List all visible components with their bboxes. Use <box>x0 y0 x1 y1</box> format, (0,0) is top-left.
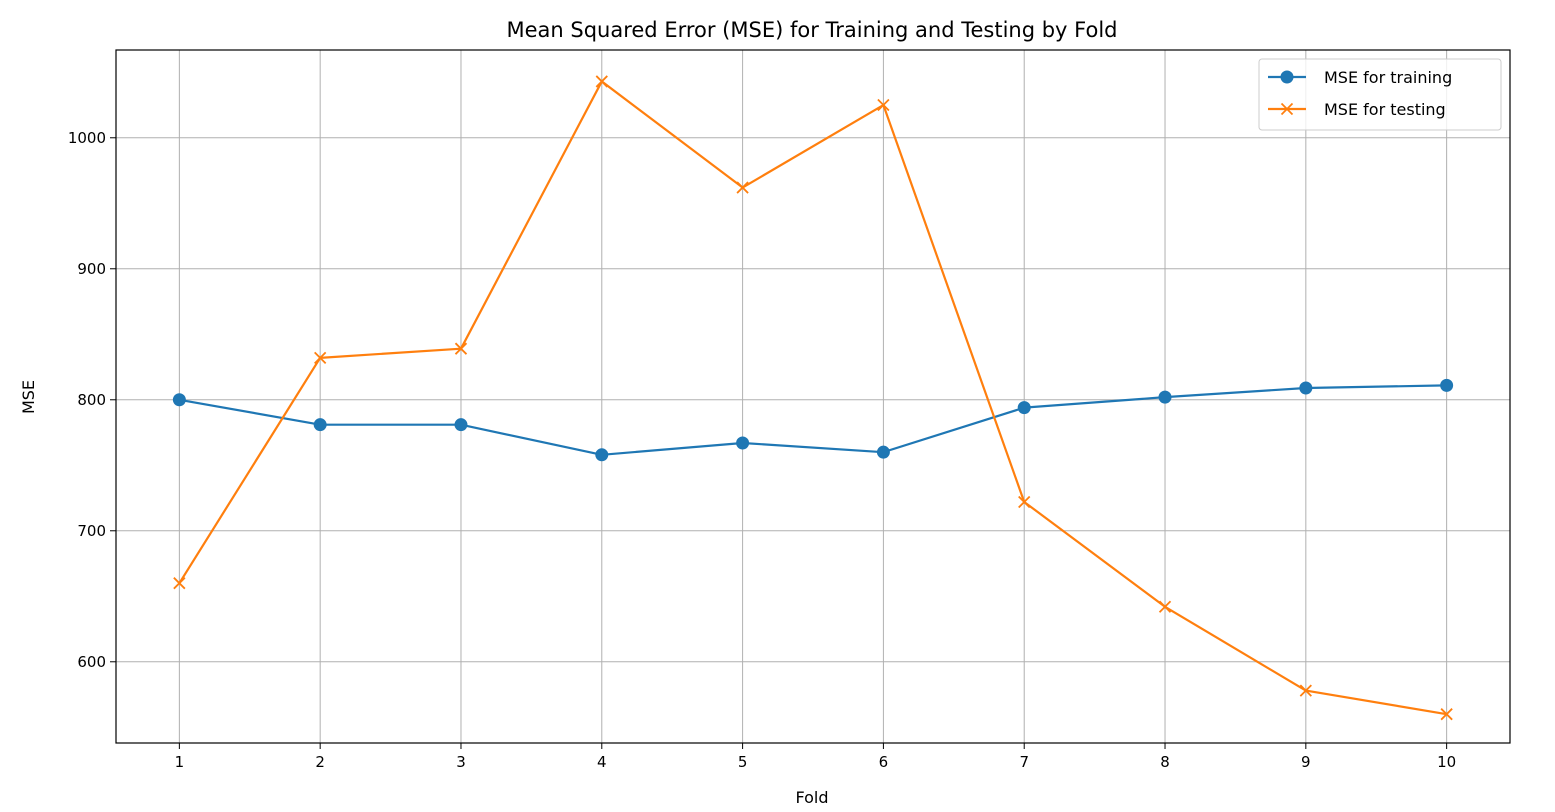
x-tick-label: 6 <box>879 753 889 771</box>
circle-marker <box>172 393 186 407</box>
y-tick-label: 700 <box>77 522 106 540</box>
grid-lines <box>116 50 1510 743</box>
x-tick-label: 8 <box>1160 753 1170 771</box>
legend-item: MSE for testing <box>1268 100 1446 119</box>
legend-item: MSE for training <box>1268 68 1452 87</box>
circle-marker <box>1299 381 1313 395</box>
legend-label: MSE for testing <box>1324 100 1446 119</box>
x-marker <box>736 181 749 194</box>
x-axis-label: Fold <box>795 788 828 807</box>
y-axis-label: MSE <box>19 380 38 414</box>
legend-marker <box>1280 102 1294 116</box>
plot-frame <box>115 49 1511 744</box>
x-tick-label: 4 <box>597 753 607 771</box>
x-marker <box>1440 708 1453 721</box>
x-tick-label: 1 <box>175 753 185 771</box>
x-tick-label: 5 <box>738 753 748 771</box>
circle-marker <box>736 436 750 450</box>
x-marker <box>1018 495 1031 509</box>
x-marker <box>877 98 890 112</box>
x-marker <box>1158 600 1172 613</box>
axis-ticks: 1 2 3 4 5 6 7 8 9 10 600 700 800 900 1000 <box>68 129 1456 771</box>
circle-marker <box>1158 390 1172 404</box>
y-tick-label: 600 <box>77 653 106 671</box>
legend: MSE for training MSE for testing <box>1258 58 1502 131</box>
x-tick-label: 2 <box>315 753 325 771</box>
series-training <box>172 378 1454 462</box>
series-line <box>179 384 1447 456</box>
circle-marker <box>595 448 609 462</box>
x-marker <box>173 577 186 590</box>
x-marker <box>454 342 468 355</box>
x-tick-label: 10 <box>1437 753 1456 771</box>
x-tick-label: 7 <box>1019 753 1029 771</box>
y-tick-label: 1000 <box>68 129 106 147</box>
series-layer <box>172 75 1454 721</box>
x-tick-label: 3 <box>456 753 466 771</box>
x-tick-label: 9 <box>1301 753 1311 771</box>
chart-title: Mean Squared Error (MSE) for Training an… <box>506 18 1117 42</box>
circle-marker <box>1017 401 1031 415</box>
x-marker <box>314 351 327 364</box>
legend-marker <box>1280 70 1294 84</box>
circle-marker <box>313 418 327 432</box>
circle-marker <box>454 418 468 432</box>
y-tick-label: 900 <box>77 260 106 278</box>
circle-marker <box>876 445 890 459</box>
y-tick-label: 800 <box>77 391 106 409</box>
series-line <box>178 80 1447 716</box>
x-marker <box>595 75 608 88</box>
series-testing <box>173 75 1453 721</box>
legend-label: MSE for training <box>1324 68 1452 87</box>
x-marker <box>1299 684 1312 697</box>
circle-marker <box>1440 378 1454 392</box>
legend-box <box>1258 58 1502 131</box>
